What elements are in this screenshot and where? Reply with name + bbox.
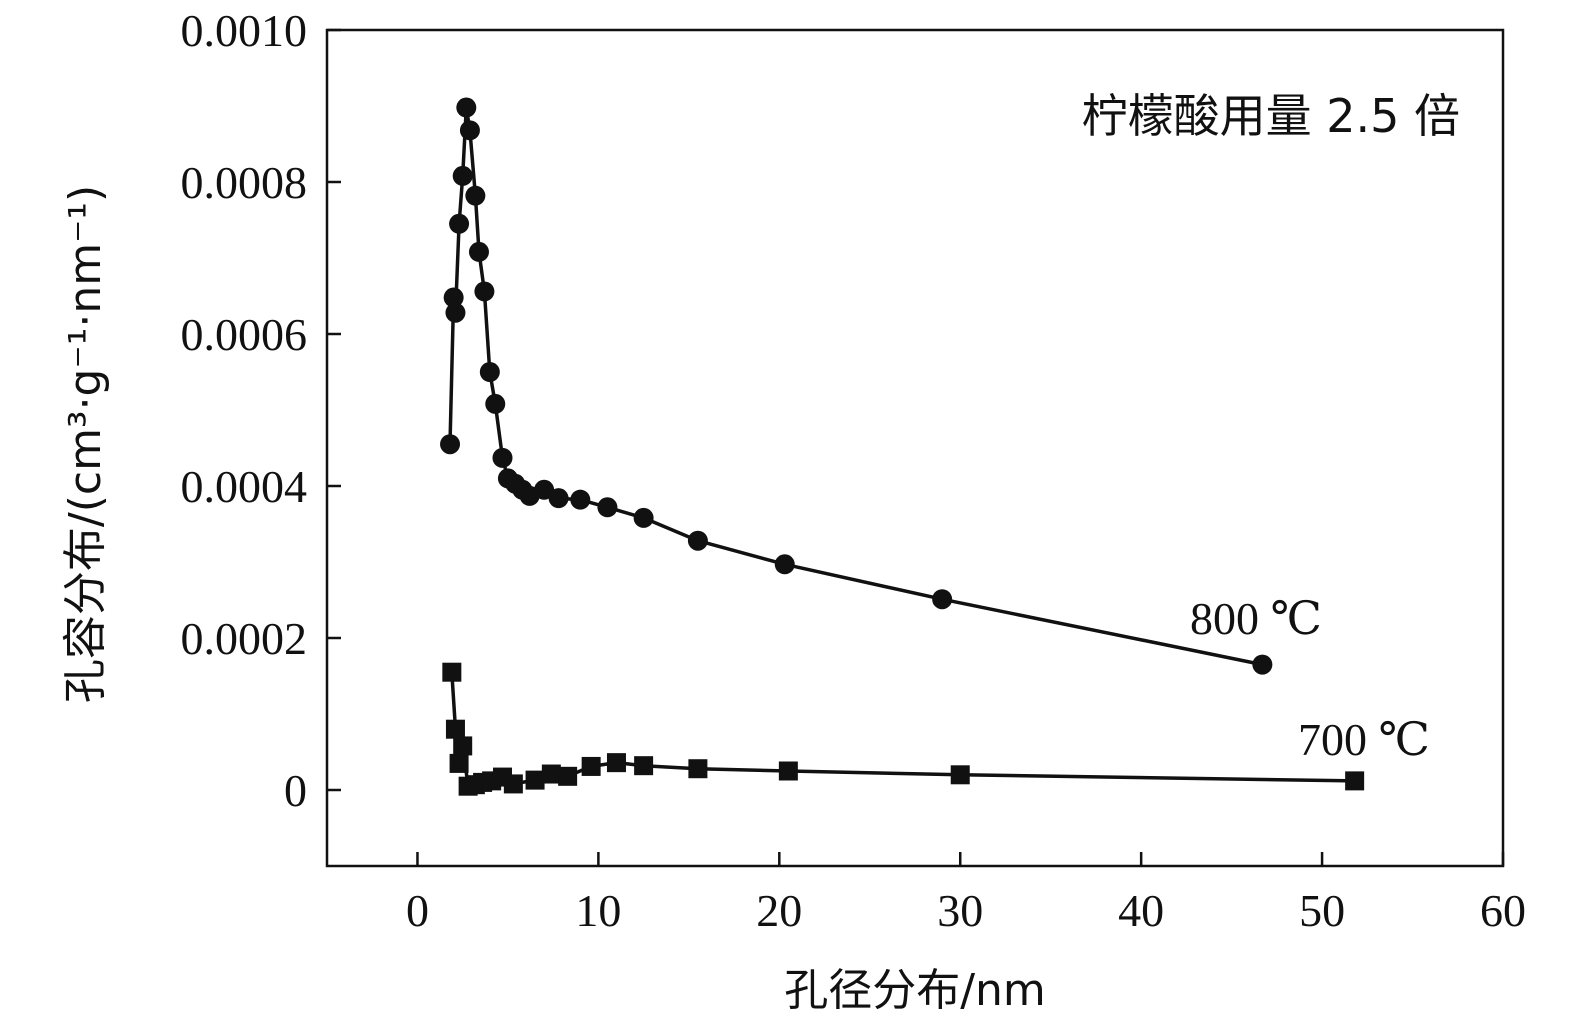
data-point	[492, 447, 513, 468]
data-point	[449, 213, 470, 234]
data-point	[932, 589, 953, 610]
series-lines	[448, 105, 1355, 788]
series-markers	[440, 97, 1365, 796]
data-point	[581, 756, 601, 776]
y-tick-label: 0.0004	[181, 461, 308, 512]
data-point	[634, 756, 654, 776]
data-point	[474, 281, 495, 302]
x-tick-label: 40	[1118, 885, 1164, 936]
data-point	[633, 507, 654, 528]
x-tick-label: 60	[1480, 885, 1526, 936]
x-tick-label: 30	[937, 885, 983, 936]
y-tick-label: 0.0008	[181, 157, 308, 208]
series-label-800: 800 ℃	[1190, 593, 1322, 644]
data-point	[570, 489, 591, 510]
data-point	[1252, 654, 1273, 675]
data-point	[459, 120, 480, 141]
data-point	[548, 488, 569, 509]
data-point	[465, 185, 486, 206]
y-tick-label: 0.0006	[181, 309, 308, 360]
data-point	[687, 530, 708, 551]
data-point	[778, 761, 798, 781]
axis-ticks	[327, 28, 1505, 866]
data-point	[950, 765, 970, 785]
axis-tick-labels: 0 10 20 30 40 50 60 0 0.0002 0.0004 0.0006 0.0008 0.…	[181, 5, 1527, 936]
data-point	[606, 753, 626, 773]
data-point	[534, 479, 555, 500]
series-line-0	[448, 105, 1263, 667]
data-point	[774, 554, 795, 575]
x-tick-label: 10	[575, 885, 621, 936]
x-tick-label: 20	[756, 885, 802, 936]
data-point	[445, 719, 465, 739]
data-point	[443, 287, 464, 308]
data-point	[485, 393, 506, 414]
y-tick-label: 0	[284, 765, 307, 816]
data-point	[597, 497, 618, 518]
chart-annotation: 柠檬酸用量 2.5 倍	[1082, 89, 1460, 143]
plot-frame	[325, 28, 1505, 868]
data-point	[453, 736, 473, 756]
data-point	[479, 362, 500, 382]
data-point	[445, 302, 466, 323]
y-tick-label: 0.0002	[181, 613, 308, 664]
data-point	[452, 165, 473, 186]
x-tick-label: 50	[1299, 885, 1345, 936]
y-axis-title: 孔容分布/(cm³·g⁻¹·nm⁻¹)	[60, 185, 111, 703]
data-point	[541, 764, 561, 784]
data-point	[468, 241, 489, 262]
data-point	[688, 759, 708, 779]
data-point	[449, 753, 469, 773]
x-axis-title: 孔径分布/nm	[784, 965, 1046, 1016]
data-point	[1345, 771, 1365, 791]
x-tick-label: 0	[406, 885, 429, 936]
data-point	[456, 97, 477, 118]
data-point	[525, 770, 545, 790]
data-point	[558, 766, 578, 786]
y-tick-label: 0.0010	[181, 5, 308, 56]
series-label-700: 700 ℃	[1298, 714, 1430, 765]
data-point	[440, 434, 461, 455]
data-point	[442, 662, 462, 682]
data-point	[503, 774, 523, 794]
